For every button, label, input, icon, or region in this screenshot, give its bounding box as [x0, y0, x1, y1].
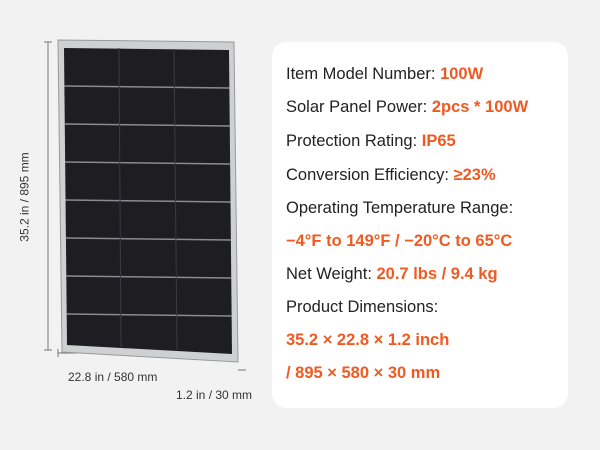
cell-columns — [118, 47, 178, 351]
spec-value: 100W — [440, 65, 484, 83]
height-label: 35.2 in / 895 mm — [17, 152, 32, 242]
cell-grid — [64, 85, 232, 317]
spec-label: Item Model Number: — [286, 65, 436, 83]
spec-value: ≥23% — [453, 166, 496, 184]
spec-label: Net Weight: — [286, 265, 372, 283]
spec-line: Conversion Efficiency: ≥23% — [286, 166, 496, 185]
spec-line: Item Model Number: 100W — [286, 65, 483, 84]
spec-label: Product Dimensions: — [286, 298, 439, 316]
spec-value: 20.7 lbs / 9.4 kg — [376, 265, 498, 283]
spec-label: Solar Panel Power: — [286, 98, 428, 116]
spec-line: Solar Panel Power: 2pcs * 100W — [286, 98, 528, 117]
width-label: 22.8 in / 580 mm — [68, 370, 158, 384]
spec-value: 2pcs * 100W — [431, 98, 529, 116]
spec-value: IP65 — [421, 132, 456, 150]
spec-label: Protection Rating: — [286, 132, 418, 150]
spec-value: 35.2 × 22.8 × 1.2 inch — [286, 331, 450, 349]
spec-card — [272, 42, 568, 408]
spec-value: / 895 × 580 × 30 mm — [286, 364, 441, 382]
spec-line: Net Weight: 20.7 lbs / 9.4 kg — [286, 265, 498, 284]
spec-label: Conversion Efficiency: — [286, 166, 449, 184]
depth-label: 1.2 in / 30 mm — [176, 388, 253, 402]
spec-label: Operating Temperature Range: — [286, 199, 514, 217]
spec-value: −4°F to 149°F / −20°C to 65°C — [286, 232, 513, 250]
spec-line: Protection Rating: IP65 — [286, 132, 456, 151]
panel-drawing — [44, 39, 246, 371]
